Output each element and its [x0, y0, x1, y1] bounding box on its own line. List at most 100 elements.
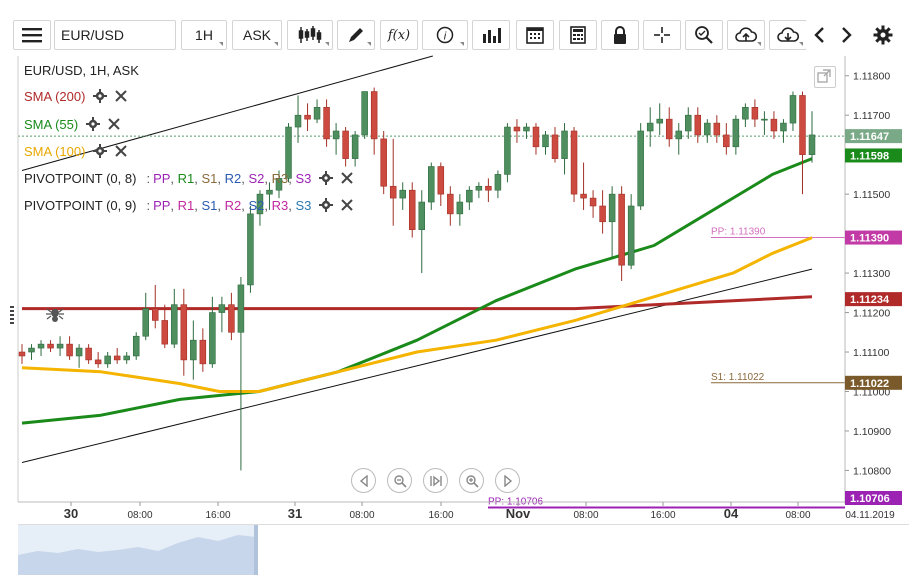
- crosshair-button[interactable]: [643, 20, 681, 50]
- candle: [161, 304, 169, 349]
- y-tick-label: 1.10800: [853, 465, 891, 477]
- volume-button[interactable]: [472, 20, 510, 50]
- zoom-button[interactable]: [685, 20, 723, 50]
- candle: [780, 119, 787, 143]
- candle-body: [551, 134, 559, 159]
- gear-icon[interactable]: [93, 89, 108, 103]
- candle: [704, 119, 711, 143]
- candle-body: [437, 166, 445, 195]
- candle: [732, 115, 740, 155]
- candle: [542, 130, 549, 155]
- candle-body: [637, 130, 644, 207]
- calendar-button[interactable]: [516, 20, 554, 50]
- close-icon[interactable]: [341, 199, 354, 211]
- sma-line: [22, 295, 813, 311]
- info-button[interactable]: i: [422, 20, 468, 50]
- candle-body: [332, 130, 340, 140]
- level-label-pp: PP: 1.10706: [488, 497, 543, 508]
- calculator-button[interactable]: [559, 20, 597, 50]
- candle-body: [132, 335, 140, 357]
- gear-icon[interactable]: [93, 144, 108, 158]
- candle: [665, 107, 673, 147]
- popout-button[interactable]: [814, 66, 836, 88]
- candle: [504, 123, 511, 183]
- candle: [218, 296, 226, 333]
- candle: [142, 292, 149, 341]
- candle-body: [361, 91, 368, 136]
- pan-left-button[interactable]: [351, 468, 376, 493]
- pp-price-tag-bg: [845, 230, 902, 245]
- candle-body: [399, 189, 406, 199]
- candle: [180, 288, 188, 376]
- gear-icon[interactable]: [319, 198, 334, 212]
- y-tick-label: 1.11100: [853, 347, 890, 359]
- upload-button[interactable]: [727, 20, 765, 50]
- candle: [608, 186, 616, 258]
- legend-header: EUR/USD, 1H, ASK: [24, 62, 139, 78]
- candle-body: [66, 343, 73, 357]
- candle: [799, 91, 806, 195]
- candle: [751, 99, 759, 128]
- candle: [570, 127, 578, 203]
- scroll-right-button[interactable]: [834, 20, 860, 50]
- candle-body: [704, 122, 711, 136]
- y-tick-label: 1.11700: [853, 110, 890, 122]
- candle-body: [247, 213, 254, 286]
- info-icon: i: [436, 26, 454, 44]
- pp2-price-tag-bg: [845, 491, 902, 505]
- zoom-out-button[interactable]: [387, 468, 412, 493]
- y-tick-label: 1.10900: [853, 426, 891, 438]
- calculator-icon: [570, 26, 586, 44]
- navigator-window[interactable]: [18, 525, 258, 575]
- timeframe-dropdown[interactable]: 1H: [181, 20, 227, 50]
- settings-button[interactable]: [868, 20, 898, 50]
- x-tick-label: 08:00: [349, 510, 374, 521]
- gear-icon[interactable]: [319, 171, 334, 185]
- candle-body: [171, 304, 178, 345]
- resize-handle[interactable]: [10, 306, 14, 324]
- navigator[interactable]: [18, 524, 909, 575]
- close-icon[interactable]: [341, 172, 354, 184]
- close-icon[interactable]: [115, 145, 128, 157]
- candle: [47, 340, 54, 353]
- reset-zoom-button[interactable]: [423, 468, 448, 493]
- chart-type-button[interactable]: [287, 20, 333, 50]
- candle-body: [209, 312, 216, 365]
- draw-button[interactable]: [337, 20, 375, 50]
- s1-price-tag: 1.11022: [845, 375, 902, 390]
- candle: [171, 288, 178, 349]
- x-tick-label: Nov: [506, 506, 531, 521]
- candle-body: [589, 197, 597, 207]
- candle: [313, 99, 321, 124]
- candle-body: [85, 347, 92, 361]
- download-button[interactable]: [769, 20, 807, 50]
- gear-icon[interactable]: [86, 117, 101, 131]
- price-tags: 1.11647 1.11598 1.11390 1.11234 1.11022 1.107…: [845, 129, 902, 505]
- navigator-handle[interactable]: [254, 525, 258, 575]
- candle-body: [685, 114, 692, 132]
- candle-body: [466, 189, 473, 203]
- y-tick-label: 1.11000: [853, 386, 890, 398]
- candle-body: [304, 114, 311, 120]
- candle: [389, 138, 397, 226]
- debug-marker[interactable]: [44, 304, 66, 326]
- candle: [361, 91, 368, 139]
- close-icon[interactable]: [115, 90, 128, 102]
- current-price-tag-bg: [845, 129, 902, 144]
- candle: [789, 91, 797, 131]
- scroll-left-button[interactable]: [806, 20, 832, 50]
- price-side-dropdown[interactable]: ASK: [232, 20, 282, 50]
- triangle-right-icon: [503, 474, 512, 487]
- lock-button[interactable]: [601, 20, 639, 50]
- candle-body: [190, 339, 197, 361]
- candle: [475, 182, 483, 199]
- close-icon[interactable]: [108, 118, 120, 130]
- pan-right-button[interactable]: [495, 468, 520, 493]
- zoom-in-button[interactable]: [459, 468, 484, 493]
- calendar-icon: [526, 27, 544, 44]
- candle: [199, 328, 207, 372]
- candle-body: [266, 189, 273, 195]
- menu-button[interactable]: [13, 20, 51, 50]
- symbol-input[interactable]: EUR/USD: [54, 20, 176, 50]
- indicators-button[interactable]: f(x): [380, 20, 418, 50]
